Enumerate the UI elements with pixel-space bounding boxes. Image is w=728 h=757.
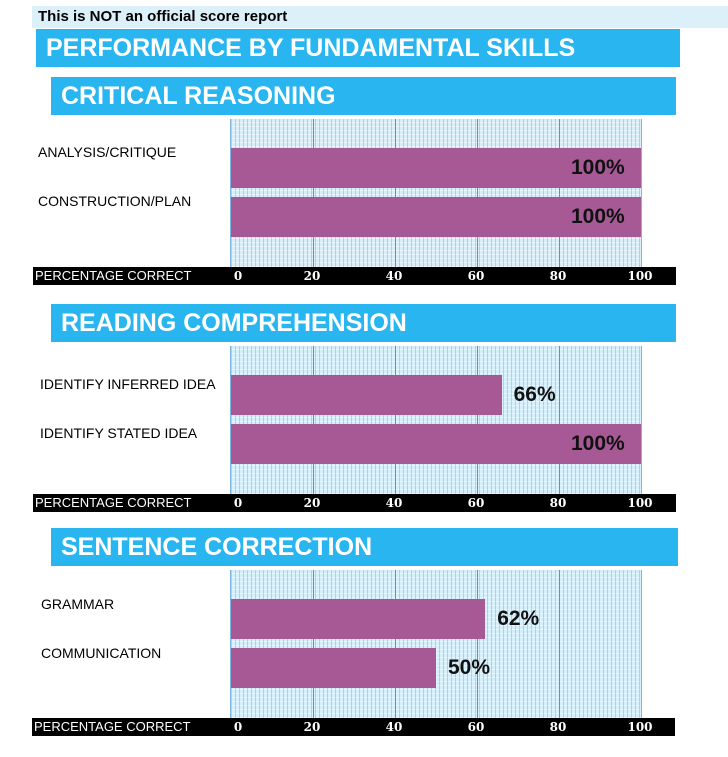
tick-label-100: 100 — [627, 720, 653, 734]
page-title: PERFORMANCE BY FUNDAMENTAL SKILLS — [36, 29, 680, 67]
plot-area-critical-reasoning: 100% 100% — [230, 119, 642, 267]
tick-label-0: 0 — [233, 720, 243, 734]
bar-1-1 — [231, 424, 641, 464]
bar-2-1 — [231, 648, 436, 688]
gridline-80 — [559, 346, 560, 494]
section-title-critical-reasoning: CRITICAL REASONING — [51, 77, 676, 115]
tick-label-100: 100 — [627, 496, 653, 510]
disclaimer-notice: This is NOT an official score report — [32, 6, 728, 28]
gridline-20 — [313, 119, 314, 267]
tick-label-60: 60 — [467, 720, 485, 734]
plot-area-sentence-correction: 62% 50% — [230, 570, 642, 718]
category-label-identify-stated-idea: IDENTIFY STATED IDEA — [40, 425, 198, 441]
axis-title: PERCENTAGE CORRECT — [34, 719, 191, 734]
tick-label-20: 20 — [303, 269, 321, 283]
category-label-communication: COMMUNICATION — [41, 645, 162, 661]
tick-label-20: 20 — [303, 720, 321, 734]
tick-label-60: 60 — [467, 496, 485, 510]
gridline-60 — [477, 570, 478, 718]
axis-strip-critical-reasoning: PERCENTAGE CORRECT 0 20 40 60 80 100 — [33, 267, 676, 285]
value-label-1-1: 100% — [571, 432, 625, 455]
tick-label-60: 60 — [467, 269, 485, 283]
bar-0-1 — [231, 197, 641, 237]
tick-label-100: 100 — [627, 269, 653, 283]
category-label-analysis-critique: ANALYSIS/CRITIQUE — [38, 144, 177, 160]
category-label-construction-plan: CONSTRUCTION/PLAN — [38, 193, 192, 209]
tick-label-40: 40 — [385, 496, 403, 510]
gridline-20 — [313, 570, 314, 718]
value-label-0-1: 100% — [571, 205, 625, 228]
axis-title: PERCENTAGE CORRECT — [35, 268, 192, 283]
tick-label-40: 40 — [385, 720, 403, 734]
bar-1-0 — [231, 375, 502, 415]
gridline-40 — [395, 570, 396, 718]
gridline-60 — [477, 346, 478, 494]
gridline-40 — [395, 346, 396, 494]
tick-label-0: 0 — [233, 269, 243, 283]
plot-area-reading-comprehension: 66% 100% — [230, 346, 642, 494]
category-label-identify-inferred-idea: IDENTIFY INFERRED IDEA — [40, 376, 216, 392]
category-label-grammar: GRAMMAR — [41, 596, 115, 612]
value-label-1-0: 66% — [513, 383, 556, 406]
value-label-2-0: 62% — [497, 607, 540, 630]
gridline-80 — [559, 119, 560, 267]
axis-strip-reading-comprehension: PERCENTAGE CORRECT 0 20 40 60 80 100 — [33, 494, 676, 512]
gridline-40 — [395, 119, 396, 267]
section-title-reading-comprehension: READING COMPREHENSION — [51, 304, 676, 342]
gridline-60 — [477, 119, 478, 267]
axis-title: PERCENTAGE CORRECT — [35, 495, 192, 510]
tick-label-80: 80 — [549, 496, 567, 510]
tick-label-0: 0 — [233, 496, 243, 510]
tick-label-40: 40 — [385, 269, 403, 283]
tick-label-80: 80 — [549, 269, 567, 283]
bar-2-0 — [231, 599, 486, 639]
tick-label-20: 20 — [303, 496, 321, 510]
gridline-80 — [559, 570, 560, 718]
section-title-sentence-correction: SENTENCE CORRECTION — [51, 528, 678, 566]
tick-label-80: 80 — [549, 720, 567, 734]
gridline-20 — [313, 346, 314, 494]
bar-0-0 — [231, 148, 641, 188]
value-label-2-1: 50% — [448, 656, 491, 679]
axis-strip-sentence-correction: PERCENTAGE CORRECT 0 20 40 60 80 100 — [32, 718, 675, 736]
value-label-0-0: 100% — [571, 156, 625, 179]
